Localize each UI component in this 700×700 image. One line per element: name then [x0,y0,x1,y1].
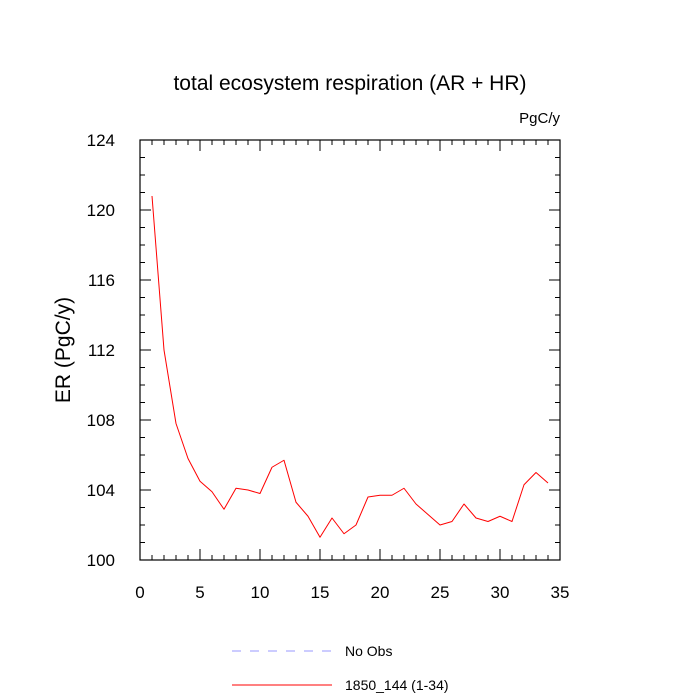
x-tick-label: 5 [195,583,204,602]
x-tick-label: 0 [135,583,144,602]
chart-title: total ecosystem respiration (AR + HR) [173,72,526,95]
y-tick-label: 120 [87,201,115,220]
legend-label: 1850_144 (1-34) [345,677,449,693]
x-tick-label: 20 [371,583,390,602]
y-axis-label: ER (PgC/y) [52,297,75,403]
legend: No Obs 1850_144 (1-34) [232,643,449,693]
y-tick-label: 104 [87,481,115,500]
y-tick-label: 112 [88,341,115,360]
x-tick-label: 25 [431,583,450,602]
plot-frame [139,139,561,561]
series-line [151,195,549,538]
x-tick-label: 15 [311,583,330,602]
series-layer [151,195,549,538]
y-tick-label: 108 [87,411,115,430]
x-tick-label: 30 [491,583,510,602]
y-tick-label: 116 [88,271,115,290]
axis-ticks: 0 5 10 15 20 25 30 35 100 104 108 112 116 120 124 [87,131,570,602]
units-label: PgC/y [519,110,560,127]
x-tick-label: 35 [551,583,570,602]
y-tick-label: 124 [87,131,115,150]
legend-label: No Obs [345,643,392,659]
y-tick-label: 100 [87,551,115,570]
x-tick-label: 10 [251,583,270,602]
